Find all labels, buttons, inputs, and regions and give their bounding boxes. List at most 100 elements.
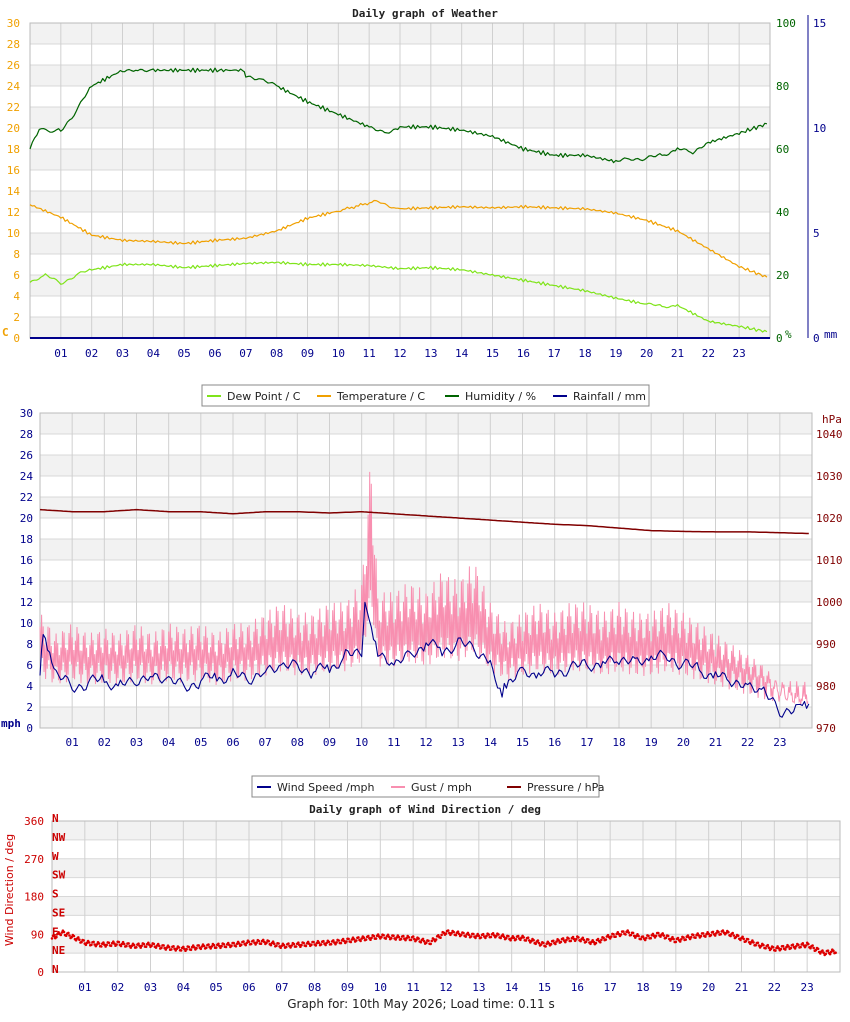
- direction-point: [349, 940, 353, 944]
- y-tick-label: 10: [20, 617, 33, 630]
- direction-point: [404, 938, 407, 942]
- direction-point: [277, 942, 280, 945]
- y-tick-label: 990: [816, 638, 836, 651]
- direction-point: [170, 948, 173, 951]
- direction-point: [287, 942, 290, 945]
- direction-point: [659, 935, 662, 938]
- x-tick-label: 15: [486, 347, 499, 360]
- direction-point: [129, 946, 133, 949]
- direction-point: [67, 931, 70, 935]
- direction-point: [80, 940, 83, 944]
- x-tick-label: 10: [374, 981, 387, 994]
- direction-point: [764, 947, 767, 950]
- direction-point: [342, 939, 346, 943]
- direction-point: [302, 941, 306, 945]
- direction-point: [175, 947, 179, 950]
- x-tick-label: 14: [484, 736, 498, 749]
- x-tick-label: 04: [177, 981, 191, 994]
- direction-point: [119, 944, 123, 948]
- direction-point: [555, 940, 558, 943]
- direction-point: [752, 941, 755, 944]
- direction-point: [460, 933, 463, 937]
- wind-chart-axes: 01 02 03 04 05 06 07 08 09 10 11 12 13 14 15 16 17 18 19 20…: [20, 407, 843, 749]
- y-tick-label: 26: [20, 449, 33, 462]
- direction-point: [744, 939, 748, 943]
- direction-point: [369, 938, 372, 941]
- x-tick-label: 06: [242, 981, 255, 994]
- direction-point: [532, 938, 535, 942]
- direction-point: [261, 938, 265, 942]
- direction-point: [402, 934, 405, 938]
- wind-chart-series: [39, 471, 810, 718]
- x-tick-label: 13: [472, 981, 485, 994]
- direction-point: [386, 933, 390, 937]
- compass-label: E: [52, 925, 59, 938]
- direction-point: [422, 939, 426, 943]
- x-tick-label: 15: [516, 736, 529, 749]
- y-tick-label: 270: [24, 853, 44, 866]
- direction-point: [364, 938, 368, 941]
- y-tick-label: 980: [816, 680, 836, 693]
- direction-point: [489, 935, 493, 939]
- direction-point: [207, 943, 210, 946]
- direction-point: [766, 943, 770, 947]
- direction-point: [524, 939, 528, 942]
- plot-border: [39, 412, 813, 729]
- y-tick-label: 26: [7, 59, 20, 72]
- y-tick-label: 22: [20, 491, 33, 504]
- direction-point: [267, 939, 271, 943]
- direction-point: [113, 942, 116, 945]
- y-tick-label: 180: [24, 891, 44, 904]
- direction-point: [724, 931, 728, 935]
- direction-point: [526, 936, 530, 939]
- direction-point: [464, 935, 468, 938]
- direction-point: [807, 942, 810, 946]
- rainfall-unit-label: mm: [824, 328, 838, 341]
- direction-point: [600, 938, 603, 942]
- direction-point: [411, 935, 415, 938]
- x-tick-label: 16: [517, 347, 530, 360]
- direction-point: [187, 945, 191, 949]
- weather-chart: Daily graph of Weather 01 02 03 04 05 06 07 08 0…: [2, 7, 838, 360]
- direction-point: [534, 942, 537, 946]
- direction-point: [200, 945, 204, 948]
- direction-point: [647, 934, 650, 938]
- direction-point: [112, 940, 115, 943]
- direction-point: [549, 942, 553, 946]
- direction-point: [821, 949, 824, 952]
- direction-point: [202, 944, 206, 948]
- direction-point: [95, 943, 99, 946]
- x-tick-label: 09: [301, 347, 314, 360]
- direction-point: [739, 938, 742, 942]
- direction-point: [440, 933, 443, 937]
- direction-point: [228, 943, 231, 947]
- y-tick-label: 30: [20, 407, 33, 420]
- y-tick-label: 10: [7, 227, 20, 240]
- direction-point: [210, 945, 214, 948]
- direction-point: [619, 933, 623, 936]
- direction-point: [631, 931, 635, 935]
- x-tick-label: 15: [538, 981, 551, 994]
- temperature-line: [29, 199, 768, 278]
- footer-text: Graph for: 10th May 2026; Load time: 0.1…: [287, 997, 555, 1011]
- direction-point: [481, 932, 485, 936]
- y-tick-label: 24: [7, 80, 21, 93]
- plot-border: [51, 820, 841, 973]
- direction-point: [797, 943, 800, 947]
- direction-point: [662, 934, 666, 937]
- direction-point: [574, 937, 578, 941]
- wind-direction-chart: Daily graph of Wind Direction / deg 01 02…: [3, 803, 841, 994]
- direction-point: [485, 934, 488, 938]
- direction-point: [645, 936, 648, 940]
- direction-point: [335, 941, 338, 944]
- y-tick-label: 0: [813, 332, 820, 345]
- x-tick-label: 11: [363, 347, 376, 360]
- direction-point: [117, 940, 121, 944]
- direction-point: [132, 943, 136, 947]
- direction-point: [736, 934, 740, 937]
- direction-point: [327, 940, 331, 944]
- x-tick-label: 14: [455, 347, 469, 360]
- direction-point: [360, 937, 364, 940]
- direction-point: [390, 936, 393, 940]
- direction-point: [732, 934, 736, 937]
